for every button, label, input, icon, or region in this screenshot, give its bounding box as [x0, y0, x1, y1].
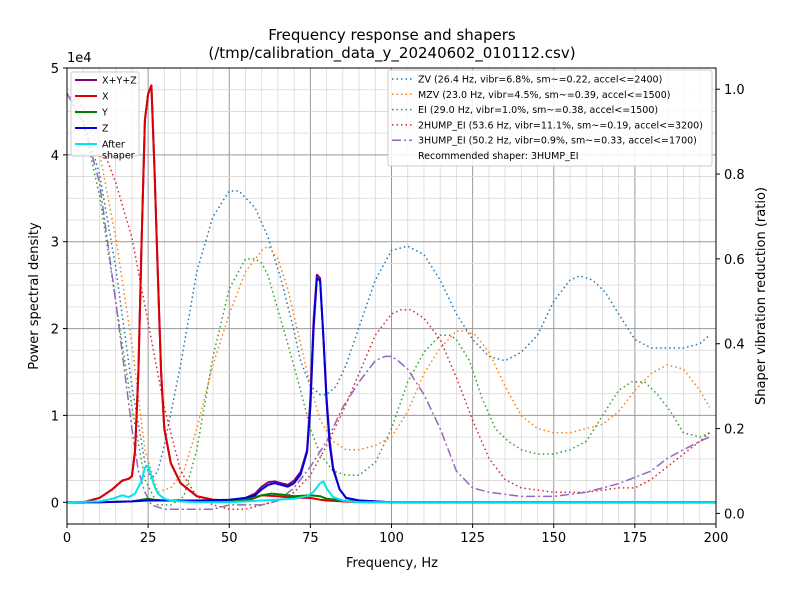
x-tick-label: 125	[460, 531, 485, 546]
y2-tick-label: 0.8	[724, 168, 745, 183]
y-tick-label: 4	[51, 149, 59, 164]
psd-legend-label: X	[102, 92, 109, 103]
shaper-legend-box	[387, 69, 713, 167]
y2-tick-label: 0.2	[724, 423, 745, 438]
shaper-curve-0	[66, 93, 710, 481]
y2-axis-ticks: 0.0 0.2 0.4 0.6 0.8 1.0	[716, 83, 745, 522]
psd-legend-box	[70, 71, 140, 157]
shaper-legend-label: ZV (26.4 Hz, vibr=6.8%, sm~=0.22, accel<…	[418, 75, 662, 86]
psd-curve-z	[67, 277, 716, 504]
x-tick-label: 0	[63, 531, 71, 546]
shaper-legend-label: EI (29.0 Hz, vibr=1.0%, sm~=0.38, accel<…	[418, 105, 658, 116]
shaper-curves	[66, 92, 711, 510]
psd-curve-x	[67, 84, 716, 504]
psd-legend-label: After shaper	[102, 140, 135, 162]
grid	[67, 68, 716, 524]
y2-tick-label: 0.0	[724, 507, 745, 522]
shaper-legend-label: 2HUMP_EI (53.6 Hz, vibr=11.1%, sm~=0.19,…	[418, 120, 703, 131]
psd-legend-label: X+Y+Z	[102, 76, 137, 87]
chart-title-line-1: Frequency response and shapers	[268, 26, 516, 44]
psd-legend: X+Y+Z XYZ After shaper	[70, 71, 140, 162]
shaper-curve-4	[66, 93, 710, 510]
y-tick-label: 2	[51, 323, 59, 338]
x-tick-label: 200	[704, 531, 729, 546]
shaper-legend-label: MZV (23.0 Hz, vibr=4.5%, sm~=0.39, accel…	[418, 90, 670, 101]
y-tick-label: 5	[51, 62, 59, 77]
y-tick-label: 0	[51, 496, 59, 511]
y2-tick-label: 0.4	[724, 338, 745, 353]
recommended-shaper-text: Recommended shaper: 3HUMP_EI	[418, 151, 579, 162]
y2-tick-label: 1.0	[724, 83, 745, 98]
x-tick-label: 150	[541, 531, 566, 546]
x-tick-label: 100	[379, 531, 404, 546]
y-tick-label: 1	[51, 409, 59, 424]
psd-curve-after-shaper	[66, 464, 716, 504]
y2-axis-label: Shaper vibration reduction (ratio)	[754, 187, 769, 405]
shaper-legend: ZV (26.4 Hz, vibr=6.8%, sm~=0.22, accel<…	[387, 69, 713, 167]
chart-title-line-2: (/tmp/calibration_data_y_20240602_010112…	[208, 44, 575, 63]
y-axis-label: Power spectral density	[27, 222, 42, 370]
x-tick-label: 175	[622, 531, 647, 546]
y-tick-label: 3	[51, 236, 59, 251]
psd-legend-label: Y	[101, 108, 108, 119]
shaper-curve-3	[66, 92, 710, 510]
y-axis-ticks: 0 1 2 3 4 5	[51, 62, 67, 511]
x-axis-label: Frequency, Hz	[346, 556, 438, 571]
shaper-legend-label: 3HUMP_EI (50.2 Hz, vibr=0.9%, sm~=0.33, …	[418, 136, 697, 147]
psd-curves	[66, 84, 716, 504]
x-tick-label: 50	[221, 531, 238, 546]
x-axis-ticks: 0 25 50 75 100 125 150 175 200	[63, 524, 729, 546]
shaper-curve-1	[66, 92, 711, 493]
x-tick-label: 25	[140, 531, 157, 546]
y-scale-label: 1e4	[67, 51, 92, 66]
x-tick-label: 75	[302, 531, 319, 546]
y2-tick-label: 0.6	[724, 253, 745, 268]
psd-legend-label: Z	[102, 124, 109, 135]
